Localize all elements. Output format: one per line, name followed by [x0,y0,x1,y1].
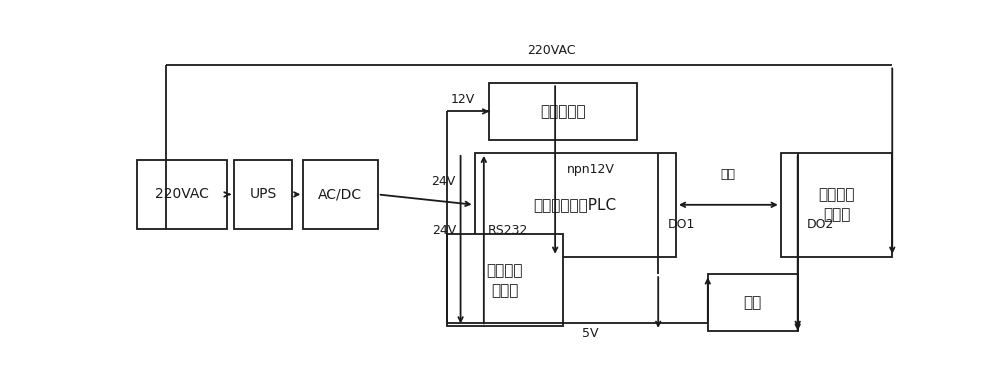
Text: npn12V: npn12V [567,164,615,176]
Text: 5V: 5V [582,327,598,340]
Bar [447,234,563,326]
Text: 220VAC: 220VAC [527,44,576,57]
Bar [781,153,892,257]
Bar [303,160,378,229]
Text: 12V: 12V [451,93,475,106]
Text: 可编程控制器PLC: 可编程控制器PLC [534,197,617,212]
Bar [475,153,676,257]
Text: UPS: UPS [249,187,277,201]
Text: 操作显示
控制器: 操作显示 控制器 [818,187,855,222]
Bar [234,160,292,229]
Bar [708,275,798,331]
Text: 计长传感器: 计长传感器 [540,104,586,119]
Text: 相机: 相机 [744,295,762,310]
Text: DO2: DO2 [807,218,834,231]
Text: 网口: 网口 [721,168,736,181]
Text: 24V: 24V [431,176,455,189]
Bar [137,160,227,229]
Bar [489,83,637,140]
Text: DO1: DO1 [668,218,695,231]
Text: 220VAC: 220VAC [155,187,209,201]
Text: 激光测距
传感器: 激光测距 传感器 [486,263,523,298]
Text: 24V: 24V [432,224,457,237]
Text: RS232: RS232 [488,224,528,237]
Text: AC/DC: AC/DC [318,187,363,201]
